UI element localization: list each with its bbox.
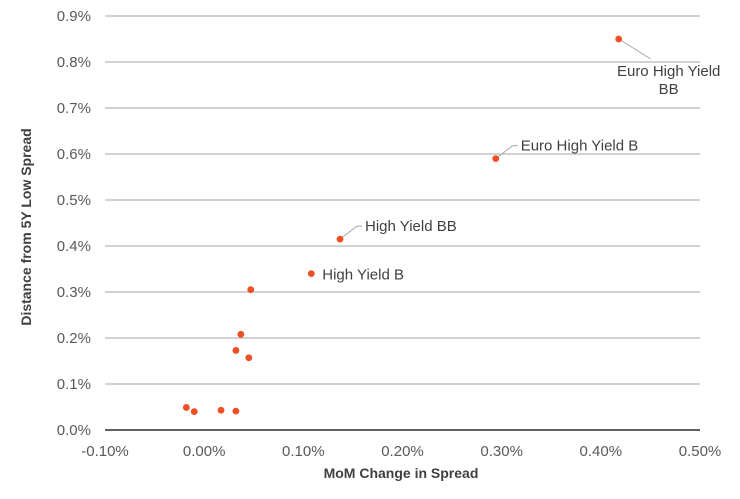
x-tick-label: 0.20% <box>381 443 424 460</box>
y-tick-label: 0.0% <box>57 422 91 439</box>
leader-line <box>495 145 518 159</box>
y-tick-label: 0.1% <box>57 376 91 393</box>
point-labels: Euro High Yield BB Euro High Yield B High Y… <box>322 63 720 284</box>
x-axis-ticks: -0.10% 0.00% 0.10% 0.20% 0.30% 0.40% 0.50% <box>81 443 721 460</box>
x-tick-label: 0.00% <box>183 443 226 460</box>
data-point <box>232 407 240 415</box>
data-point <box>247 286 255 294</box>
y-tick-label: 0.8% <box>57 54 91 71</box>
x-tick-label: 0.30% <box>480 443 523 460</box>
y-axis-title: Distance from 5Y Low Spread <box>18 128 34 325</box>
x-tick-label: 0.50% <box>679 443 722 460</box>
point-label: High Yield B <box>322 267 404 284</box>
x-tick-label: 0.10% <box>282 443 325 460</box>
data-point <box>237 330 245 338</box>
data-point <box>336 235 344 243</box>
data-point <box>245 354 253 362</box>
y-tick-label: 0.3% <box>57 284 91 301</box>
y-tick-label: 0.5% <box>57 192 91 209</box>
y-axis-ticks: 0.0% 0.1% 0.2% 0.3% 0.4% 0.5% 0.6% 0.7% 0.8% 0.9% <box>57 8 91 439</box>
point-label: Euro High Yield B <box>521 138 639 155</box>
data-point <box>492 155 500 163</box>
data-point <box>232 347 240 354</box>
data-point <box>182 404 190 411</box>
y-tick-label: 0.9% <box>57 8 91 25</box>
y-tick-label: 0.6% <box>57 146 91 163</box>
y-tick-label: 0.4% <box>57 238 91 255</box>
x-tick-label: -0.10% <box>81 443 129 460</box>
leader-line <box>618 38 651 60</box>
label-leader-lines <box>339 38 651 240</box>
data-point <box>615 35 623 43</box>
y-tick-label: 0.2% <box>57 330 91 347</box>
data-points <box>182 35 623 415</box>
data-point <box>190 408 198 415</box>
point-label: High Yield BB <box>365 218 457 235</box>
x-axis-title: MoM Change in Spread <box>324 465 479 481</box>
y-tick-label: 0.7% <box>57 100 91 117</box>
leader-line <box>339 225 363 240</box>
point-label: Euro High Yield BB <box>617 63 720 98</box>
x-tick-label: 0.40% <box>580 443 623 460</box>
data-point <box>217 406 225 414</box>
data-point <box>307 270 315 277</box>
gridlines <box>105 15 700 385</box>
